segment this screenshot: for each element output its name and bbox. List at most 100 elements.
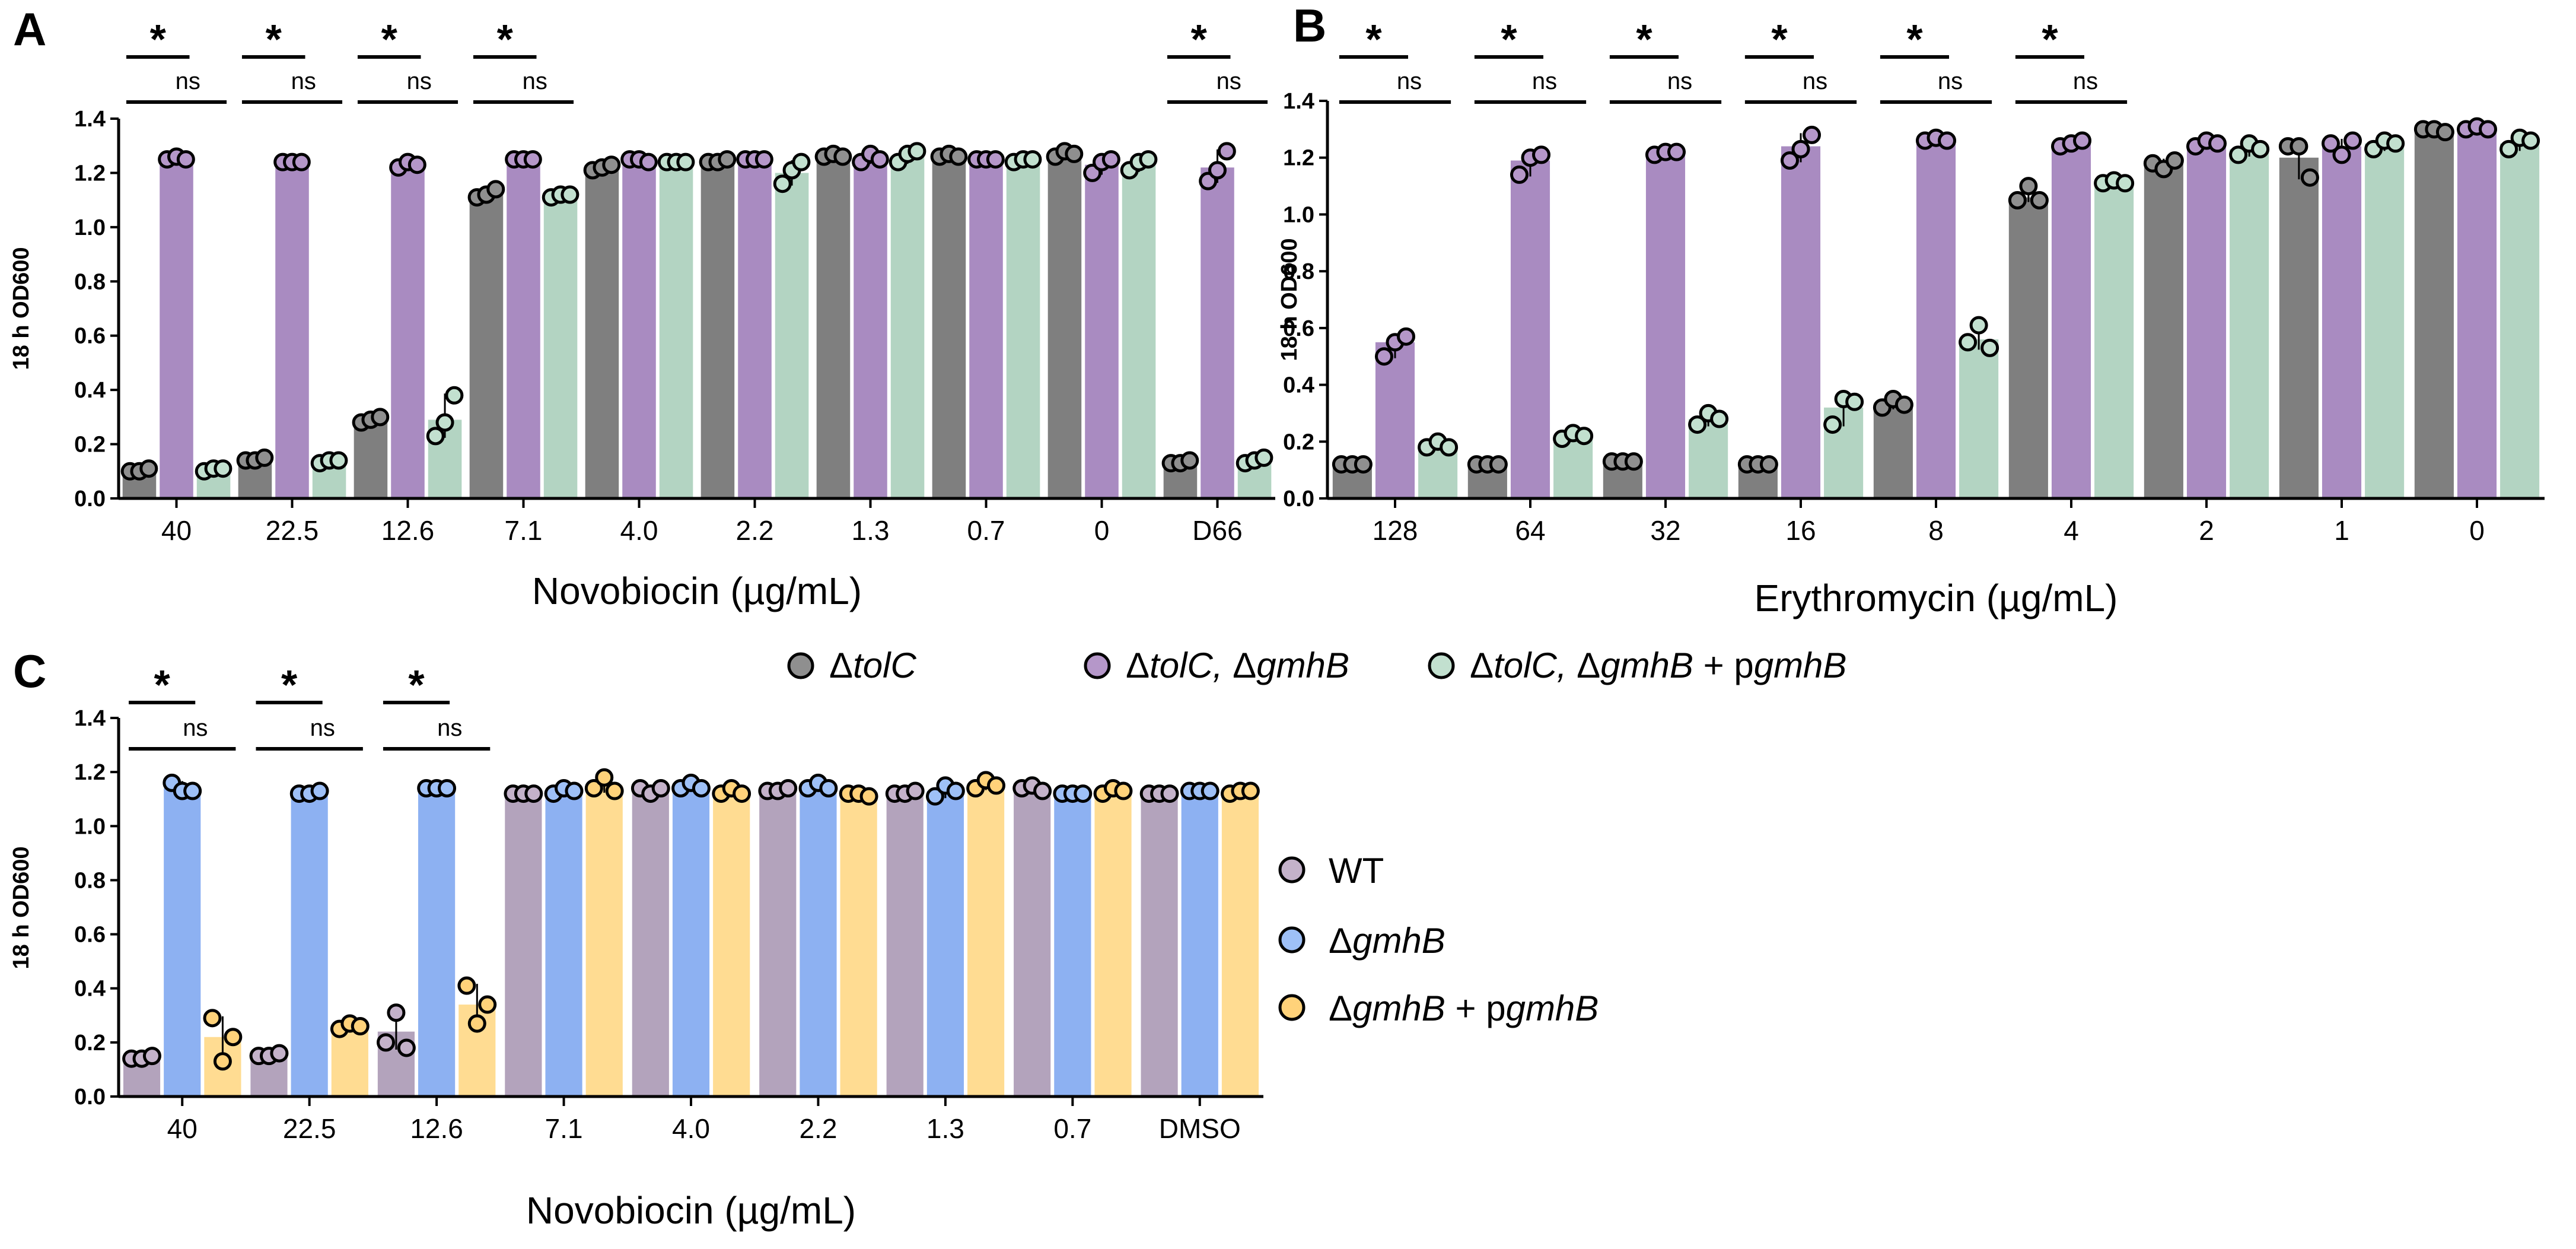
y-tick-label: 1.2 <box>1283 146 1314 171</box>
ns-label: ns <box>1532 68 1557 94</box>
data-point <box>2208 134 2227 153</box>
data-point <box>1710 409 1729 428</box>
bar <box>469 195 504 498</box>
ns-label: ns <box>1217 68 1241 94</box>
ns-label: ns <box>1667 68 1692 94</box>
bar <box>840 793 877 1097</box>
bar <box>2322 146 2362 499</box>
x-tick-label: D66 <box>1192 515 1242 546</box>
y-tick-label: 1.2 <box>74 161 106 186</box>
bar <box>1510 160 1550 498</box>
data-point <box>2479 120 2498 139</box>
legend-label: ΔgmhB + pgmhB <box>1329 989 1599 1028</box>
data-point <box>1397 327 1416 346</box>
data-point <box>733 784 752 803</box>
data-point <box>142 1047 161 1066</box>
y-tick-label: 0.2 <box>1283 430 1314 455</box>
bar <box>1959 339 1999 498</box>
data-point <box>779 778 798 797</box>
bar <box>1916 141 1956 498</box>
x-tick-label: 40 <box>167 1113 198 1144</box>
bar <box>890 157 925 498</box>
data-point <box>203 1009 222 1028</box>
y-tick-label: 0.6 <box>1283 316 1314 341</box>
legend-label: ΔtolC, ΔgmhB <box>1126 646 1349 685</box>
data-point <box>2290 137 2308 156</box>
data-point <box>1180 451 1199 470</box>
panel-b-letter: B <box>1293 0 1326 52</box>
data-point <box>1374 347 1393 366</box>
ns-label: ns <box>291 68 316 94</box>
x-tick-label: DMSO <box>1159 1113 1241 1144</box>
y-axis-title: 18 h OD600 <box>9 247 34 370</box>
bar <box>543 195 578 498</box>
data-point <box>1959 333 1978 352</box>
data-point <box>1624 452 1643 471</box>
data-point <box>377 1033 396 1052</box>
y-tick-label: 1.0 <box>74 814 106 839</box>
bar <box>1122 164 1156 498</box>
data-point <box>407 155 426 174</box>
ns-label: ns <box>523 68 547 94</box>
data-point <box>870 150 889 169</box>
data-point <box>2521 131 2540 150</box>
y-tick-label: 0.6 <box>74 324 106 349</box>
bar <box>672 788 710 1097</box>
data-point <box>1217 142 1236 161</box>
data-point <box>2073 131 2092 150</box>
x-tick-label: 22.5 <box>283 1113 336 1144</box>
significance-star: * <box>1365 16 1382 62</box>
x-tick-label: 2 <box>2199 515 2214 546</box>
bar <box>391 164 425 498</box>
bar <box>1085 164 1119 498</box>
data-point <box>718 150 737 169</box>
x-tick-label: 12.6 <box>381 515 435 546</box>
data-point <box>397 1038 416 1057</box>
data-point <box>1759 455 1778 474</box>
ns-label: ns <box>1938 68 1963 94</box>
bar <box>1781 146 1821 499</box>
x-tick-label: 22.5 <box>266 515 319 546</box>
bar <box>2008 197 2048 498</box>
bar <box>1047 154 1082 498</box>
bar <box>1181 791 1218 1097</box>
bar <box>775 173 809 498</box>
y-tick-label: 1.4 <box>1283 89 1314 114</box>
y-tick-label: 1.4 <box>74 706 106 731</box>
significance-star: * <box>497 16 514 62</box>
legend-c: WT ΔgmhB ΔgmhB + pgmhB <box>1278 851 1599 1028</box>
data-point <box>1791 139 1810 158</box>
data-point <box>565 781 584 800</box>
data-point <box>833 147 852 166</box>
x-tick-label: 0 <box>1094 515 1110 546</box>
bar <box>886 793 924 1097</box>
data-point <box>986 776 1005 795</box>
bar <box>2500 143 2540 499</box>
data-point <box>1489 455 1508 474</box>
data-point <box>176 150 195 169</box>
y-tick-label: 0.6 <box>74 923 106 948</box>
data-point <box>214 459 233 478</box>
data-point <box>1803 125 1822 144</box>
bar <box>800 785 837 1097</box>
ns-label: ns <box>1803 68 1827 94</box>
data-point <box>946 781 965 800</box>
x-tick-label: 64 <box>1515 515 1545 546</box>
data-point <box>859 787 878 806</box>
bar <box>1094 791 1132 1097</box>
data-point <box>692 778 711 797</box>
data-point <box>792 152 811 171</box>
bar <box>1141 793 1178 1097</box>
bar <box>331 1026 368 1097</box>
data-point <box>1894 395 1913 414</box>
bar <box>632 791 669 1097</box>
data-point <box>387 1003 406 1022</box>
data-point <box>478 995 497 1014</box>
data-point <box>595 768 614 787</box>
data-point <box>1980 338 1999 357</box>
data-point <box>329 451 348 470</box>
significance-star: * <box>281 662 298 708</box>
significance-star: * <box>1191 16 1208 62</box>
bar <box>1014 788 1051 1097</box>
x-tick-label: 1.3 <box>926 1113 964 1144</box>
